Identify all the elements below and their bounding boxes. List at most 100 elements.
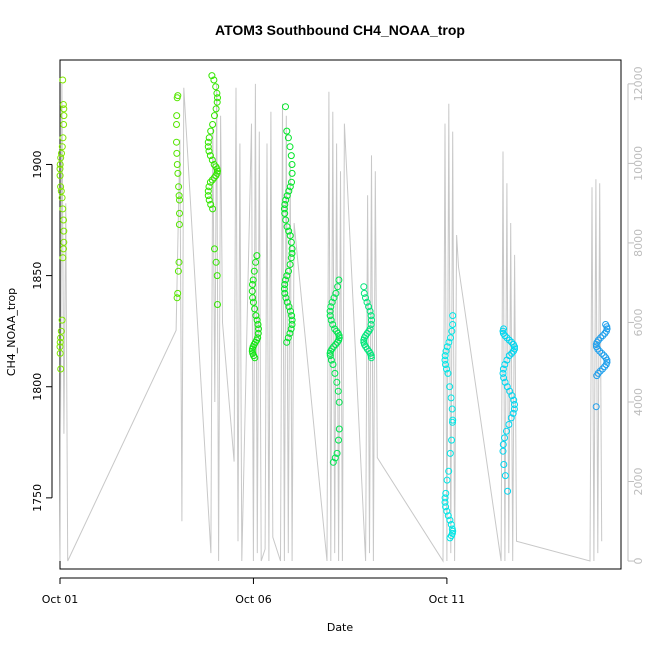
y-tick-label: 1800 (31, 373, 44, 401)
y2-tick-label: 12000 (632, 66, 645, 101)
data-point (441, 356, 449, 364)
data-point (326, 352, 334, 360)
data-point (251, 305, 259, 313)
data-point (360, 289, 368, 297)
data-point (443, 365, 450, 373)
data-point (208, 176, 216, 184)
data-point (286, 329, 294, 337)
data-point (287, 254, 295, 262)
data-point (287, 238, 295, 246)
data-point (205, 196, 213, 204)
data-point (334, 283, 342, 291)
data-point (58, 149, 65, 157)
data-point (284, 134, 292, 142)
data-point (327, 316, 335, 324)
data-point (284, 334, 292, 342)
data-point (447, 394, 455, 402)
data-point (331, 454, 339, 462)
data-point (288, 321, 296, 328)
data-point (446, 383, 454, 391)
data-point (288, 249, 296, 257)
data-point (59, 76, 67, 84)
data-point (510, 396, 518, 404)
data-point (204, 187, 212, 195)
data-point (282, 103, 289, 111)
y2-tick-label: 2000 (632, 468, 645, 496)
data-point (60, 105, 68, 113)
data-point (281, 201, 289, 208)
data-point (333, 378, 341, 386)
data-point (326, 349, 334, 357)
data-point (56, 338, 64, 346)
data-point (441, 352, 449, 360)
plot-frame (59, 59, 622, 570)
data-point (367, 321, 375, 328)
data-point (283, 127, 291, 135)
data-point (56, 161, 64, 168)
data-point (173, 112, 181, 120)
data-point (280, 285, 288, 293)
data-point (447, 521, 455, 528)
data-point (252, 312, 260, 320)
data-point (249, 276, 257, 284)
points-layer (56, 72, 611, 542)
data-point (335, 332, 343, 340)
data-point (603, 356, 611, 364)
data-point (214, 301, 221, 308)
data-point (175, 183, 183, 191)
y2-tick-label: 4000 (632, 388, 645, 416)
data-point (252, 258, 260, 266)
data-point (510, 405, 518, 413)
data-point (503, 356, 511, 364)
data-point (511, 343, 518, 351)
y2-tick-label: 0 (632, 558, 645, 565)
data-point (287, 307, 294, 315)
y2-tick-label: 8000 (632, 229, 645, 257)
data-point (499, 447, 507, 455)
data-point (335, 436, 342, 444)
data-point (248, 287, 256, 295)
data-point (58, 143, 66, 151)
data-point (501, 361, 509, 368)
data-point (59, 101, 67, 108)
y-tick-label: 1850 (31, 262, 44, 290)
data-point (60, 227, 68, 235)
data-point (287, 325, 295, 333)
data-point (249, 281, 256, 288)
data-point (59, 205, 67, 213)
data-point (333, 338, 341, 346)
data-point (599, 332, 607, 340)
data-point (57, 154, 65, 162)
data-point (602, 361, 610, 368)
data-point (330, 294, 338, 302)
data-point (56, 349, 64, 357)
data-point (442, 489, 450, 497)
data-point (249, 294, 257, 302)
data-point (288, 161, 296, 168)
data-point (175, 258, 183, 266)
data-point (248, 345, 256, 353)
data-point (443, 507, 451, 515)
data-point (326, 312, 334, 320)
data-point (503, 334, 511, 342)
data-point (288, 169, 296, 177)
data-point (444, 512, 452, 520)
point-series (248, 252, 262, 362)
data-point (332, 341, 340, 348)
data-point (57, 183, 65, 191)
data-point (56, 343, 64, 351)
data-point (499, 365, 507, 373)
data-point (174, 289, 182, 297)
data-point (362, 294, 369, 302)
point-series (592, 321, 611, 411)
data-point (173, 149, 181, 157)
point-series (56, 76, 68, 373)
data-point (285, 227, 293, 235)
altitude-layer (59, 83, 603, 563)
chart-title: ATOM3 Southbound CH4_NOAA_trop (215, 22, 465, 38)
data-point (329, 458, 337, 466)
data-point (601, 329, 609, 337)
data-point (254, 321, 262, 328)
data-point (56, 165, 64, 173)
